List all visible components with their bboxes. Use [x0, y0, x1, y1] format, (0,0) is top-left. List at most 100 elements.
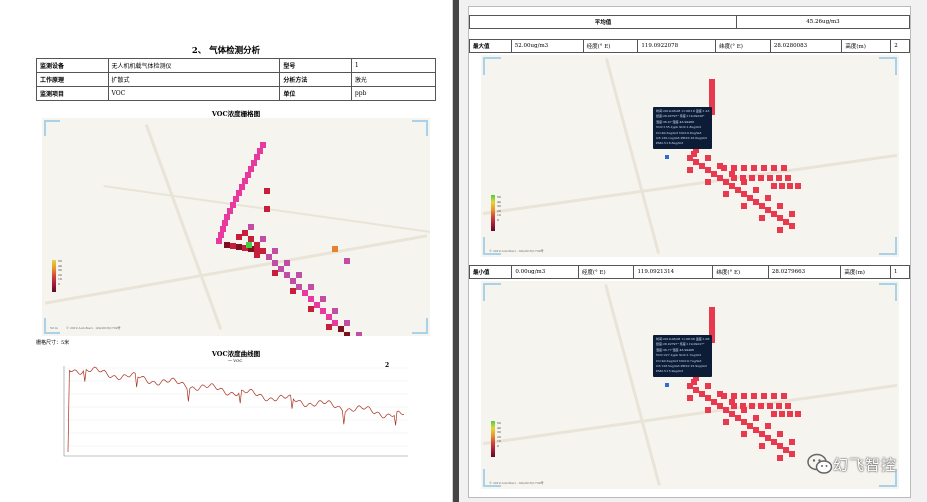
grid-cell	[729, 411, 735, 417]
grid-cell	[747, 423, 753, 429]
page-mark: 2	[385, 362, 390, 369]
grid-cell	[272, 260, 278, 266]
info-label: 工作原理	[36, 72, 109, 87]
grid-cell	[705, 155, 711, 161]
legend-label: 0	[497, 217, 499, 222]
grid-cell	[356, 332, 362, 336]
grid-cell	[332, 320, 338, 326]
grid-cell	[717, 163, 723, 169]
grid-cell	[332, 308, 338, 314]
tooltip-line: 时间:2019-08-08 11:08:18 温度:1.23	[656, 109, 710, 113]
grid-cell	[765, 423, 771, 429]
color-legend	[491, 195, 495, 231]
grid-cell	[320, 308, 326, 314]
grid-cell	[789, 211, 795, 217]
grid-cell	[260, 236, 266, 242]
grid-cell	[687, 167, 693, 173]
grid-cell	[699, 391, 705, 397]
grid-cell	[777, 431, 783, 437]
legend-label: 40	[497, 199, 501, 204]
section-title: 2、 气体检测分析	[191, 46, 261, 56]
info-table-row: 监测设备 无人机机载气体检测仪 型号 1	[36, 58, 437, 73]
min-location-map[interactable]: 时间:2019-08-08 11:08:38 温度:1.06 经度:28.0279…	[481, 281, 899, 489]
grid-cell	[272, 248, 278, 254]
grid-cell	[344, 332, 350, 336]
grid-cell	[753, 199, 759, 205]
min-alt-label: 高度(m)	[840, 265, 892, 279]
grid-cell	[777, 455, 783, 461]
grid-cell	[759, 215, 765, 221]
grid-cell	[242, 178, 248, 184]
info-label: 监测项目	[36, 86, 109, 101]
grid-cell	[248, 166, 254, 172]
grid-cell	[741, 165, 747, 171]
grid-cell	[236, 244, 242, 250]
grid-cell	[272, 270, 278, 276]
voc-curve-chart	[63, 366, 408, 457]
legend-label: 30	[497, 430, 501, 434]
tooltip-line: 湿度:36.77 湿度:43.99488	[656, 347, 694, 352]
grid-cell	[731, 393, 737, 399]
voc-grid-map[interactable]: 50 40 30 20 10 0 50 m © 2019 AutoNavi · GS(20…	[42, 118, 430, 336]
grid-cell	[741, 191, 747, 197]
grid-cell	[284, 272, 290, 278]
grid-cell	[302, 290, 308, 296]
map-corner	[412, 120, 428, 136]
map-corner	[879, 57, 897, 75]
scale-bar: 50 m	[50, 326, 58, 330]
grid-cell	[723, 419, 729, 425]
map-attribution: © 2019 AutoNavi · GS(2018)1709号	[66, 326, 121, 330]
info-label: 型号	[279, 58, 352, 73]
grid-cell	[759, 431, 765, 437]
legend-label: 50	[58, 259, 62, 263]
grid-cell	[741, 179, 747, 185]
grid-cell	[236, 234, 242, 240]
info-label: 分析方法	[279, 72, 352, 87]
info-label: 单位	[279, 86, 352, 101]
grid-cell	[771, 211, 777, 217]
info-value: 扩散式	[107, 72, 281, 87]
grid-cell	[785, 403, 791, 409]
legend-label: 20	[497, 434, 501, 439]
wechat-icon	[807, 453, 833, 474]
grid-cell	[729, 399, 735, 405]
grid-size-label: 栅格尺寸：5米	[36, 340, 70, 346]
grid-cell	[729, 171, 735, 177]
location-marker	[665, 155, 669, 159]
grid-cell	[789, 439, 795, 445]
grid-cell	[709, 322, 715, 328]
grid-cell	[266, 254, 272, 260]
grid-cell	[218, 232, 224, 238]
max-row-table: 最大值 52.00ug/m3 经度(° E) 119.0922078 纬度(° …	[469, 39, 910, 53]
grid-cell	[216, 238, 222, 244]
grid-cell	[753, 415, 759, 421]
max-lat-label: 纬度(° E)	[715, 39, 771, 53]
legend-label: 20	[497, 208, 501, 213]
grid-cell	[787, 183, 793, 189]
grid-cell	[759, 443, 765, 449]
grid-cell	[776, 175, 782, 181]
grid-cell	[723, 191, 729, 197]
grid-cell	[344, 258, 350, 264]
grid-cell	[236, 190, 242, 196]
grid-cell	[344, 320, 350, 326]
map-corner	[879, 469, 897, 487]
min-lon-label: 经度(° E)	[577, 265, 635, 279]
grid-cell	[222, 220, 228, 226]
legend-label: 40	[497, 425, 501, 430]
grid-cell	[705, 383, 711, 389]
max-location-map[interactable]: 时间:2019-08-08 11:08:18 温度:1.23 经度:28.0279…	[481, 55, 899, 257]
grid-cell	[761, 393, 767, 399]
legend-labels: 50 40 30 20 10 0	[58, 259, 62, 286]
tooltip-line: 经度:28.02797° 纬度:119.09227°	[656, 342, 705, 347]
grid-cell	[771, 165, 777, 171]
legend-labels: 50 40 30 20 10 0	[497, 195, 501, 222]
legend-label: 50	[497, 421, 501, 425]
grid-cell	[687, 395, 693, 401]
grid-cell	[741, 407, 747, 413]
grid-cell	[242, 245, 248, 251]
average-table: 平均值 45.26ug/m3	[469, 15, 910, 29]
voc-grid-cells	[216, 142, 362, 336]
avg-value: 45.26ug/m3	[736, 15, 910, 29]
tooltip-line: 时间:2019-08-08 11:08:38 温度:1.06	[656, 337, 710, 341]
